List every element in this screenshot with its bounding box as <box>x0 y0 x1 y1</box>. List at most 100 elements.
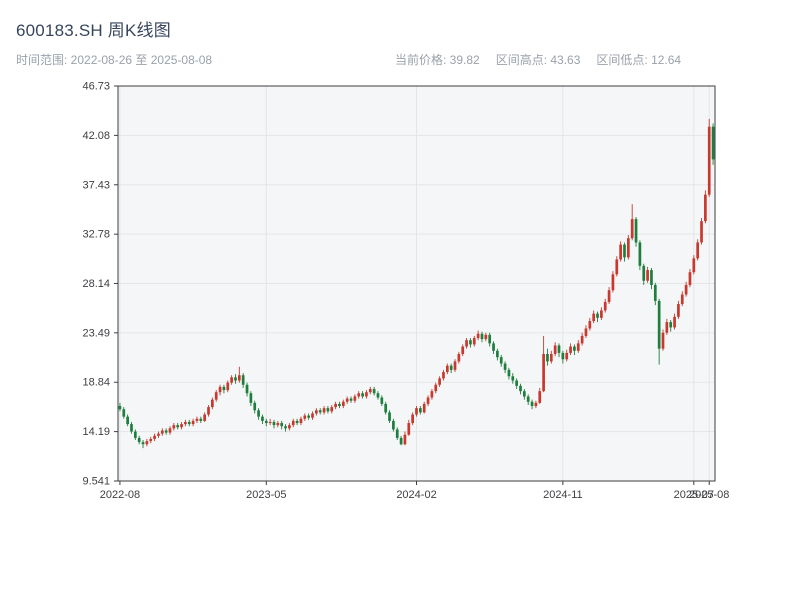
candle-body <box>669 322 673 328</box>
candle-body <box>388 412 391 421</box>
candle-body <box>673 316 676 328</box>
candle-body <box>611 274 615 291</box>
candle-body <box>187 421 191 425</box>
candle-body <box>172 425 176 429</box>
candle-body <box>307 415 311 418</box>
candle-body <box>680 294 684 305</box>
candle-body <box>511 376 515 381</box>
candle-body <box>461 346 465 354</box>
candle-body <box>191 420 195 425</box>
candle-body <box>249 393 253 403</box>
x-tick-label: 2024-02 <box>396 489 436 501</box>
candle-body <box>580 335 584 344</box>
candle-body <box>449 365 453 370</box>
candle-body <box>499 357 503 364</box>
y-tick-label: 18.84 <box>82 377 110 389</box>
y-tick-label: 9.541 <box>82 476 110 488</box>
candle-body <box>241 375 245 385</box>
candle-body <box>688 272 692 285</box>
candle-body <box>334 403 337 408</box>
candle-body <box>368 389 372 393</box>
candle-body <box>650 270 653 285</box>
candle-body <box>395 429 399 438</box>
candle-body <box>642 265 646 281</box>
candle-body <box>168 428 172 433</box>
candle-body <box>519 385 522 392</box>
candle-body <box>472 338 476 345</box>
y-tick-label: 32.78 <box>82 229 110 241</box>
candle-body <box>272 421 276 426</box>
candle-body <box>638 242 642 266</box>
range-low-label: 区间低点: 12.64 <box>596 53 682 67</box>
candle-body <box>284 426 287 429</box>
candle-body <box>573 346 576 351</box>
candle-body <box>542 353 545 392</box>
candle-body <box>295 420 299 424</box>
candle-body <box>299 418 303 424</box>
candle-body <box>646 270 649 281</box>
candle-body <box>507 369 511 377</box>
candle-body <box>700 221 703 243</box>
candle-body <box>403 434 407 445</box>
candle-body <box>157 433 160 436</box>
candle-body <box>430 391 434 398</box>
candle-body <box>534 402 538 407</box>
candle-body <box>318 410 322 413</box>
candle-body <box>549 353 553 362</box>
candle-body <box>476 333 480 339</box>
candle-body <box>588 321 592 329</box>
candle-body <box>503 363 507 370</box>
candle-body <box>207 407 210 415</box>
candle-body <box>707 126 711 195</box>
candle-body <box>623 244 626 258</box>
candle-body <box>634 219 638 243</box>
candle-body <box>376 393 380 398</box>
candle-body <box>626 238 630 258</box>
candle-body <box>184 421 187 425</box>
candle-body <box>415 408 418 415</box>
candle-body <box>126 416 129 425</box>
candle-body <box>253 402 257 411</box>
candle-body <box>199 418 203 421</box>
candle-body <box>137 437 141 443</box>
candle-body <box>338 403 341 407</box>
candle-body <box>291 420 295 426</box>
candle-body <box>149 438 153 442</box>
candle-body <box>445 365 449 373</box>
candle-body <box>341 401 345 407</box>
time-range-label: 时间范围: 2022-08-26 至 2025-08-08 <box>16 53 213 67</box>
candle-body <box>484 334 488 340</box>
candle-body <box>488 334 492 344</box>
candle-body <box>569 346 572 353</box>
candle-body <box>546 353 549 362</box>
candle-body <box>584 328 588 336</box>
candle-body <box>422 403 426 413</box>
candle-body <box>657 300 661 349</box>
candle-body <box>419 408 422 413</box>
candle-body <box>592 313 596 322</box>
candle-body <box>496 350 499 358</box>
candle-body <box>349 398 353 401</box>
candle-body <box>311 413 314 418</box>
candle-body <box>557 345 561 353</box>
candle-body <box>326 408 330 412</box>
candle-body <box>653 284 657 301</box>
candle-body <box>226 382 230 391</box>
candle-body <box>615 259 619 275</box>
candle-body <box>692 258 696 273</box>
candle-body <box>261 416 264 421</box>
candle-body <box>145 441 149 445</box>
candle-body <box>276 423 280 426</box>
candle-body <box>600 310 603 318</box>
candle-body <box>619 244 622 260</box>
range-high-label: 区间高点: 43.63 <box>495 53 581 67</box>
candle-body <box>330 407 334 412</box>
candle-body <box>392 420 395 430</box>
candle-body <box>469 340 472 345</box>
y-tick-label: 37.43 <box>82 179 110 191</box>
candle-body <box>203 414 207 421</box>
stats-bar: 当前价格: 39.82 区间高点: 43.63 区间低点: 12.64 <box>395 51 681 68</box>
candle-body <box>365 392 368 397</box>
y-tick-label: 14.19 <box>82 426 110 438</box>
